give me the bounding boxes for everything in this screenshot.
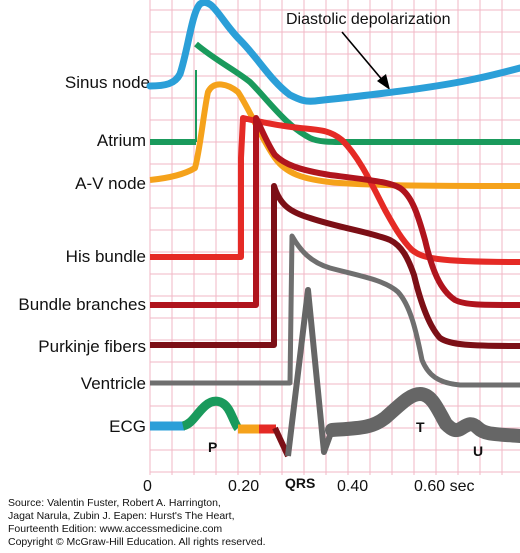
source-line-3: Fourteenth Edition: www.accessmedicine.c… (8, 523, 223, 535)
label-atrium: Atrium (97, 131, 146, 150)
label-purkinje-fibers: Purkinje fibers (38, 337, 146, 356)
source-line-4: Copyright © McGraw-Hill Education. All r… (8, 536, 266, 548)
annotation-diastolic-depolarization: Diastolic depolarization (286, 11, 451, 28)
wave-label-u: U (473, 443, 483, 459)
trace-purkinje-fibers (150, 183, 520, 349)
trace-sinus-node (146, 0, 520, 105)
x-tick-020: 0.20 (228, 478, 259, 495)
x-tick-060: 0.60 sec (414, 478, 474, 495)
label-bundle-branches: Bundle branches (18, 295, 146, 314)
annotation-arrow (341, 31, 390, 90)
label-av-node: A-V node (75, 174, 146, 193)
source-line-1: Source: Valentin Fuster, Robert A. Harri… (8, 497, 221, 509)
label-ecg: ECG (109, 417, 146, 436)
label-sinus-node: Sinus node (65, 73, 150, 92)
wave-label-t: T (416, 419, 425, 435)
trace-his-bundle (150, 115, 520, 265)
trace-ecg (150, 287, 520, 458)
trace-av-node (149, 81, 520, 189)
label-ventricle: Ventricle (81, 374, 146, 393)
source-citation: Source: Valentin Fuster, Robert A. Harri… (8, 497, 388, 549)
trace-bundle-branches (150, 115, 520, 308)
wave-label-qrs: QRS (285, 475, 315, 491)
ecg-p-wave (181, 396, 242, 432)
x-tick-040: 0.40 (337, 478, 368, 495)
trace-ventricle (150, 233, 520, 388)
x-tick-0: 0 (143, 478, 152, 495)
trace-atrium (150, 41, 520, 145)
source-line-2: Jagat Narula, Zubin J. Eapen: Hurst's Th… (8, 510, 235, 522)
label-his-bundle: His bundle (66, 247, 146, 266)
wave-label-p: P (208, 439, 217, 455)
ecg-t-wave-thick (325, 387, 520, 443)
